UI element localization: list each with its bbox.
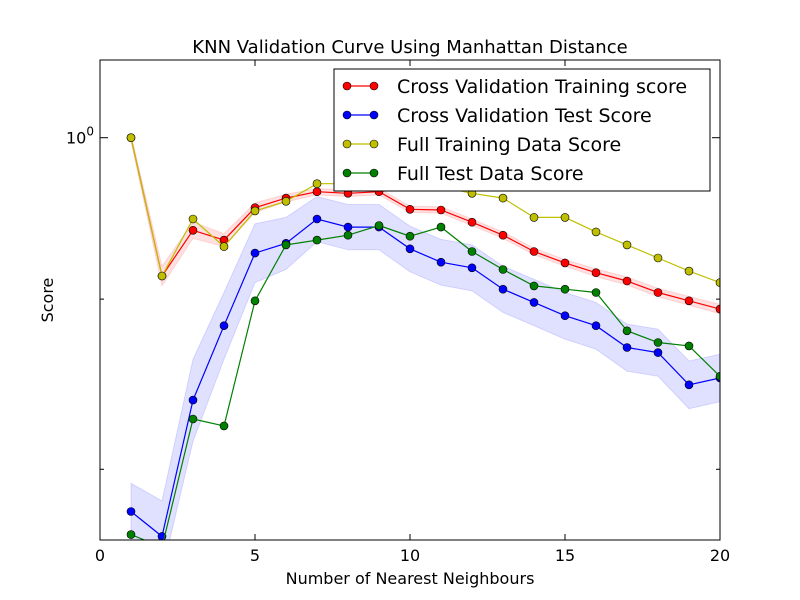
legend-swatch-marker [369,81,379,91]
chart-title: KNN Validation Curve Using Manhattan Dis… [192,37,627,58]
legend-label: Cross Validation Training score [397,76,687,98]
series-3-point [591,288,601,297]
series-1-point [529,298,539,307]
series-0-point [312,187,322,196]
legend-swatch-marker [342,139,352,149]
legend-swatch-marker [369,139,379,149]
series-3-point [436,222,446,232]
series-0-point [653,288,663,297]
series-3-point [250,296,260,306]
x-tick-label: 10 [400,546,420,565]
series-2-point [126,133,136,142]
legend-label: Full Test Data Score [397,163,584,185]
series-2-point [591,227,601,237]
legend-swatch-marker [369,168,379,178]
series-1-point [188,395,198,405]
series-3-point [188,414,198,424]
series-0-point [188,226,198,235]
series-1-point [343,222,353,232]
legend-label: Full Training Data Score [397,134,621,156]
series-3-point [715,372,720,381]
series-3-point [281,240,291,250]
series-2-point [250,206,260,216]
series-3-point [405,231,415,241]
x-tick-label: 5 [250,546,260,565]
x-tick-label: 15 [555,546,575,565]
series-2-point [498,193,508,203]
series-1-point [560,311,570,321]
plot-frame [99,59,721,541]
series-1-point [653,348,663,357]
x-tick-label: 20 [710,546,730,565]
legend-label: Cross Validation Test Score [397,105,652,127]
x-axis-label: Number of Nearest Neighbours [286,569,535,588]
series-2-point [281,197,291,206]
series-1-point [436,257,446,267]
series-3-point [560,284,570,294]
series-3-point [622,326,632,336]
series-0-point [560,258,570,268]
legend-swatch-marker [342,110,352,120]
series-0-point [591,268,601,278]
series-3-point [653,338,663,347]
legend: Cross Validation Training score Cross Val… [333,68,711,192]
series-0-point [715,304,720,314]
series-lines [126,133,720,540]
legend-swatch-marker [342,168,352,178]
series-2-point [219,242,229,251]
series-2-point [529,213,539,222]
legend-box [333,68,711,192]
series-0-point [405,205,415,214]
series-2-point [715,278,720,287]
series-0-point [436,205,446,215]
series-0-line [130,137,720,310]
series-3-point [312,235,322,245]
series-0-point [684,296,694,306]
series-1-line [130,218,720,538]
series-0-point [467,217,477,227]
series-2-point [157,271,167,281]
series-3-point [529,281,539,291]
series-3-point [684,341,694,351]
series-2-point [560,213,570,222]
series-0-point [622,276,632,286]
x-tick-label: 0 [95,546,105,565]
series-1-band [130,195,720,540]
series-3-point [467,247,477,256]
series-1-point [622,343,632,352]
series-3-point [374,221,384,230]
series-3-line [130,224,720,540]
y-tick-label: 100 [66,125,94,148]
series-1-point [591,321,601,331]
series-2-point [312,179,322,188]
series-1-point [467,263,477,273]
series-2-point [622,240,632,250]
series-3-point [219,421,229,431]
series-1-point [405,244,415,254]
series-3-point [498,265,508,274]
series-0-point [498,230,508,240]
series-1-point [126,507,136,516]
legend-swatch-marker [342,81,352,91]
series-1-point [684,380,694,390]
series-1-point [250,248,260,258]
y-axis-label: Score [38,278,57,323]
series-2-point [684,266,694,276]
series-1-point [312,214,322,224]
series-1-point [219,321,229,331]
series-3-point [343,230,353,240]
series-2-point [653,253,663,263]
series-0-point [529,247,539,256]
series-1-point [498,284,508,294]
series-3-point [126,530,136,539]
legend-swatch-marker [369,110,379,120]
series-2-point [188,214,198,224]
